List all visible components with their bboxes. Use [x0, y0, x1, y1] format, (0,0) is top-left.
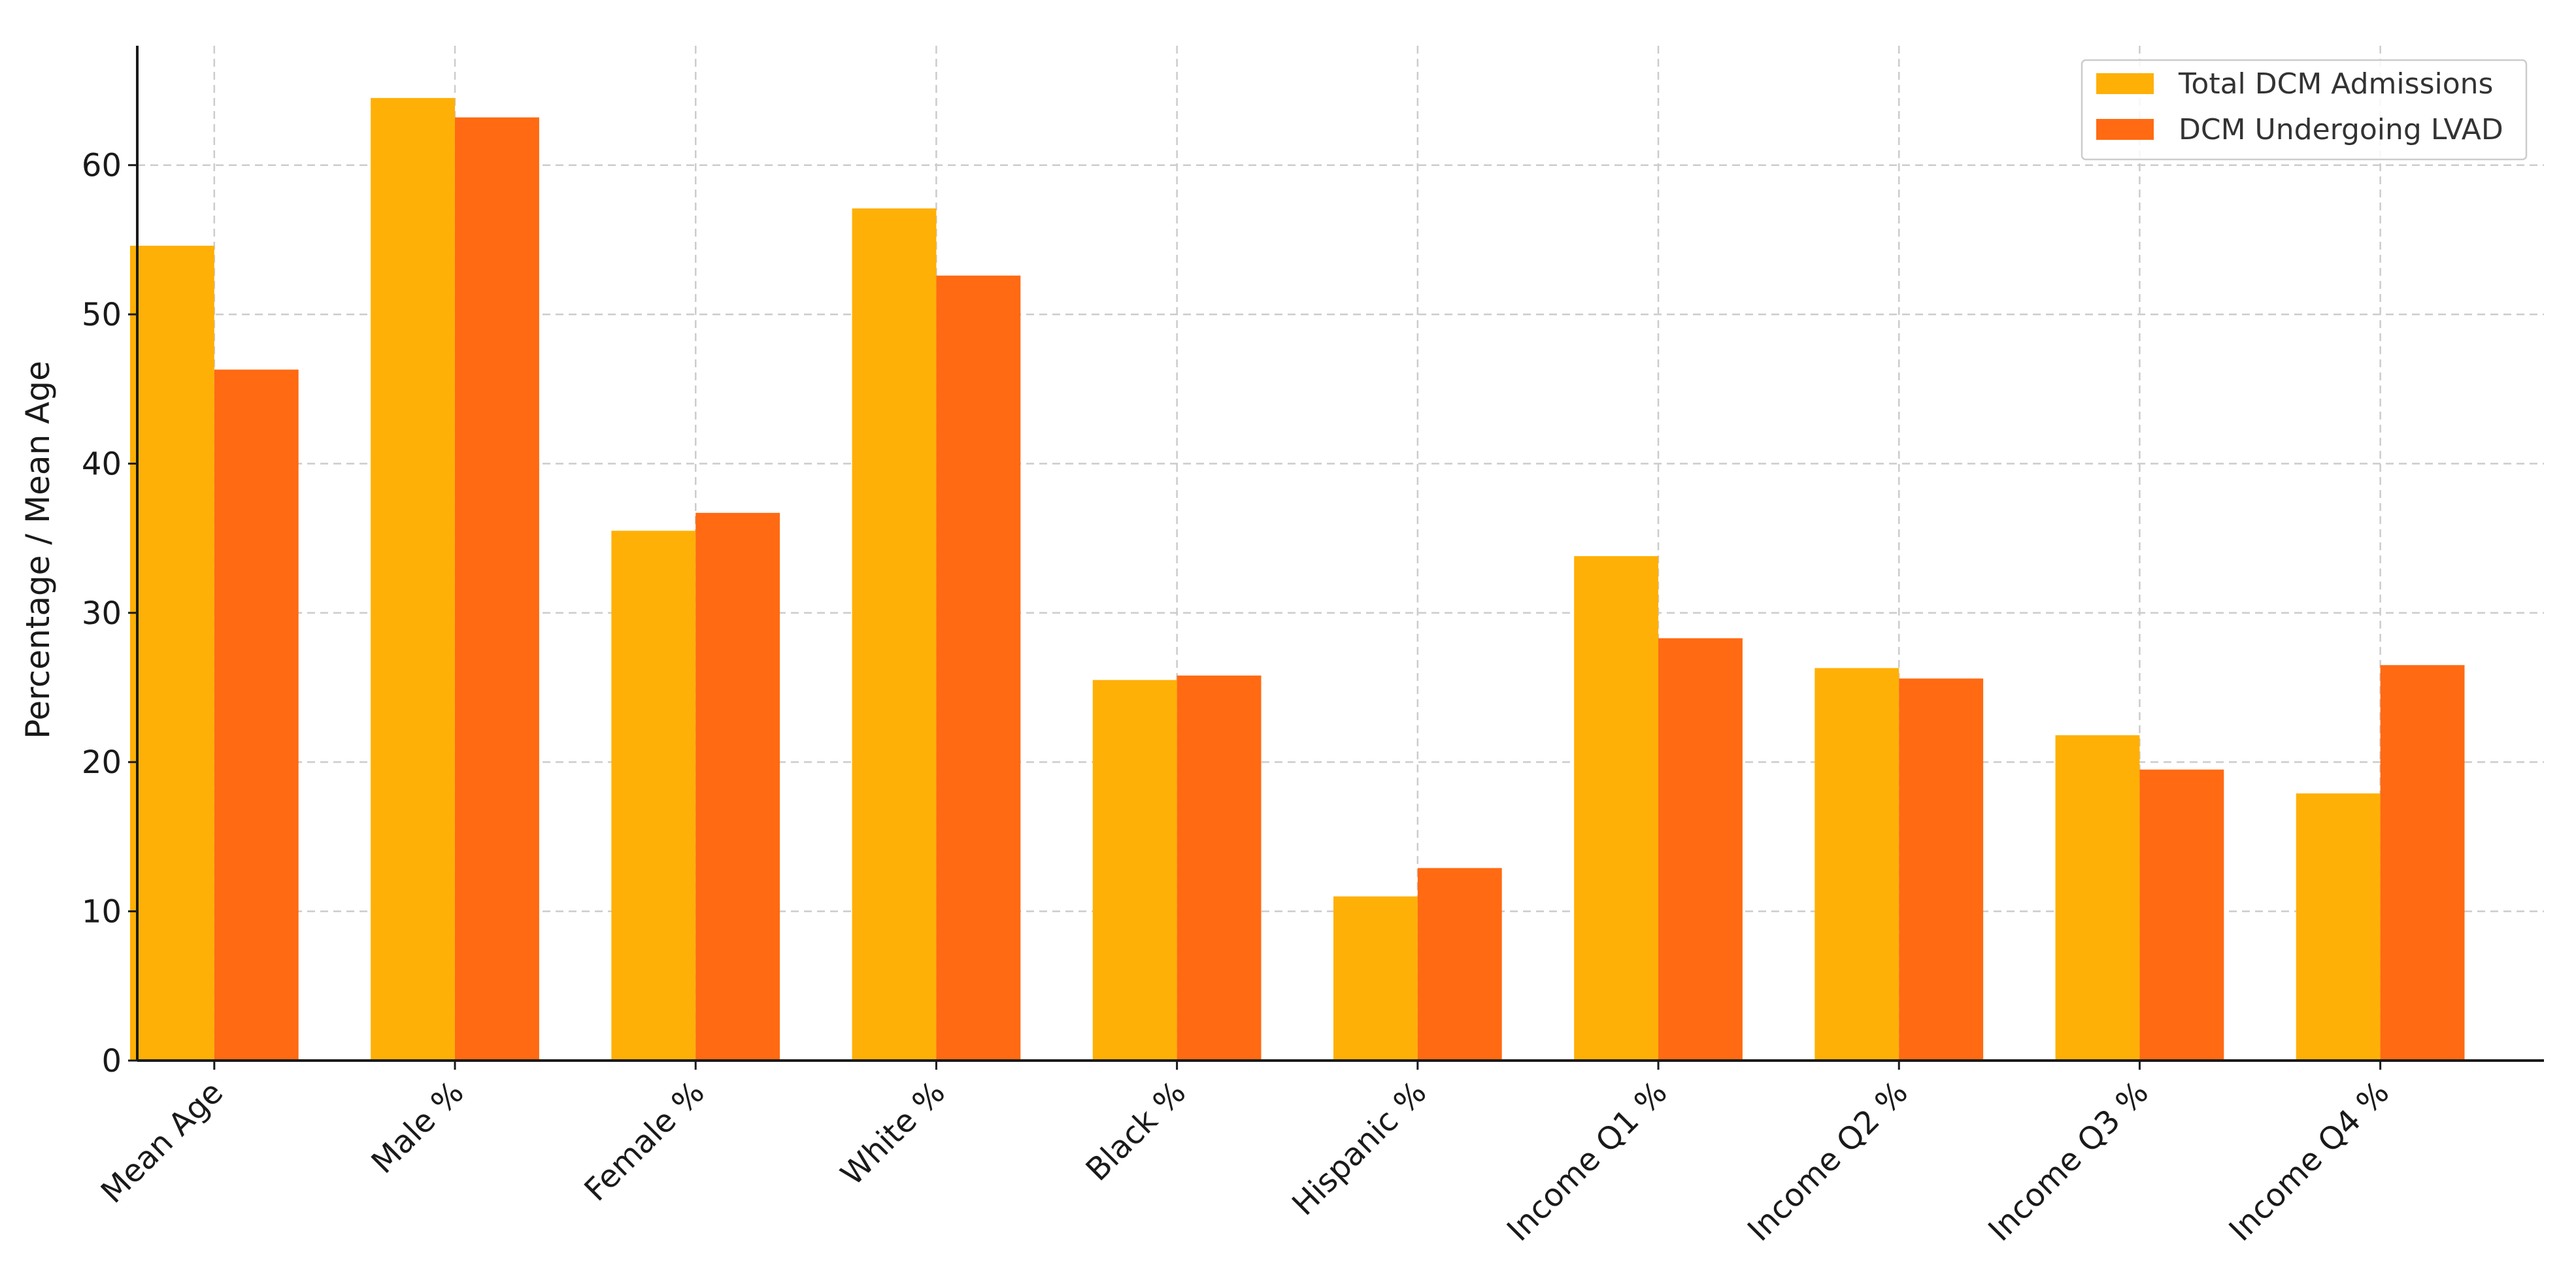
bar-series-0-6 — [1574, 556, 1659, 1061]
legend-label-1: DCM Undergoing LVAD — [2179, 113, 2503, 146]
bar-series-1-7 — [1899, 678, 1984, 1061]
y-tick-label-3: 30 — [82, 595, 122, 632]
bar-series-1-6 — [1658, 638, 1743, 1061]
y-tick-label-0: 0 — [101, 1043, 122, 1080]
y-tick-label-2: 20 — [82, 744, 122, 781]
y-axis-title: Percentage / Mean Age — [19, 361, 57, 739]
axes — [136, 46, 2544, 1062]
legend-swatch-1 — [2096, 119, 2154, 140]
bar-series-1-0 — [214, 369, 299, 1061]
bar-series-0-3 — [852, 208, 937, 1061]
bar-series-0-4 — [1092, 680, 1177, 1061]
bar-series-1-9 — [2380, 665, 2465, 1061]
bar-series-0-0 — [129, 246, 214, 1061]
bar-series-0-1 — [371, 97, 456, 1061]
y-tick-label-6: 60 — [82, 148, 122, 184]
legend-box — [2081, 59, 2528, 161]
legend-label-0: Total DCM Admissions — [2178, 67, 2493, 101]
legend-swatch-0 — [2096, 73, 2154, 94]
bar-series-1-4 — [1177, 675, 1262, 1061]
y-axis-ticks: 0 10 20 30 40 50 60 — [82, 148, 137, 1080]
bar-series-0-5 — [1333, 896, 1418, 1061]
bar-series-0-7 — [1815, 668, 1899, 1061]
bars — [129, 97, 2465, 1061]
bar-series-1-3 — [936, 275, 1021, 1061]
bar-series-0-9 — [2296, 793, 2381, 1061]
y-tick-label-4: 40 — [82, 446, 122, 482]
y-tick-label-5: 50 — [82, 297, 122, 333]
bar-series-1-1 — [455, 117, 539, 1061]
bar-series-1-5 — [1417, 868, 1502, 1061]
bar-series-1-2 — [695, 512, 780, 1061]
y-tick-label-1: 10 — [82, 894, 122, 931]
bar-series-0-8 — [2055, 735, 2140, 1061]
legend: Total DCM Admissions DCM Undergoing LVAD — [2081, 59, 2528, 161]
bar-series-1-8 — [2139, 769, 2224, 1061]
bar-series-0-2 — [611, 531, 696, 1061]
legend-items: Total DCM Admissions DCM Undergoing LVAD — [2096, 67, 2503, 146]
